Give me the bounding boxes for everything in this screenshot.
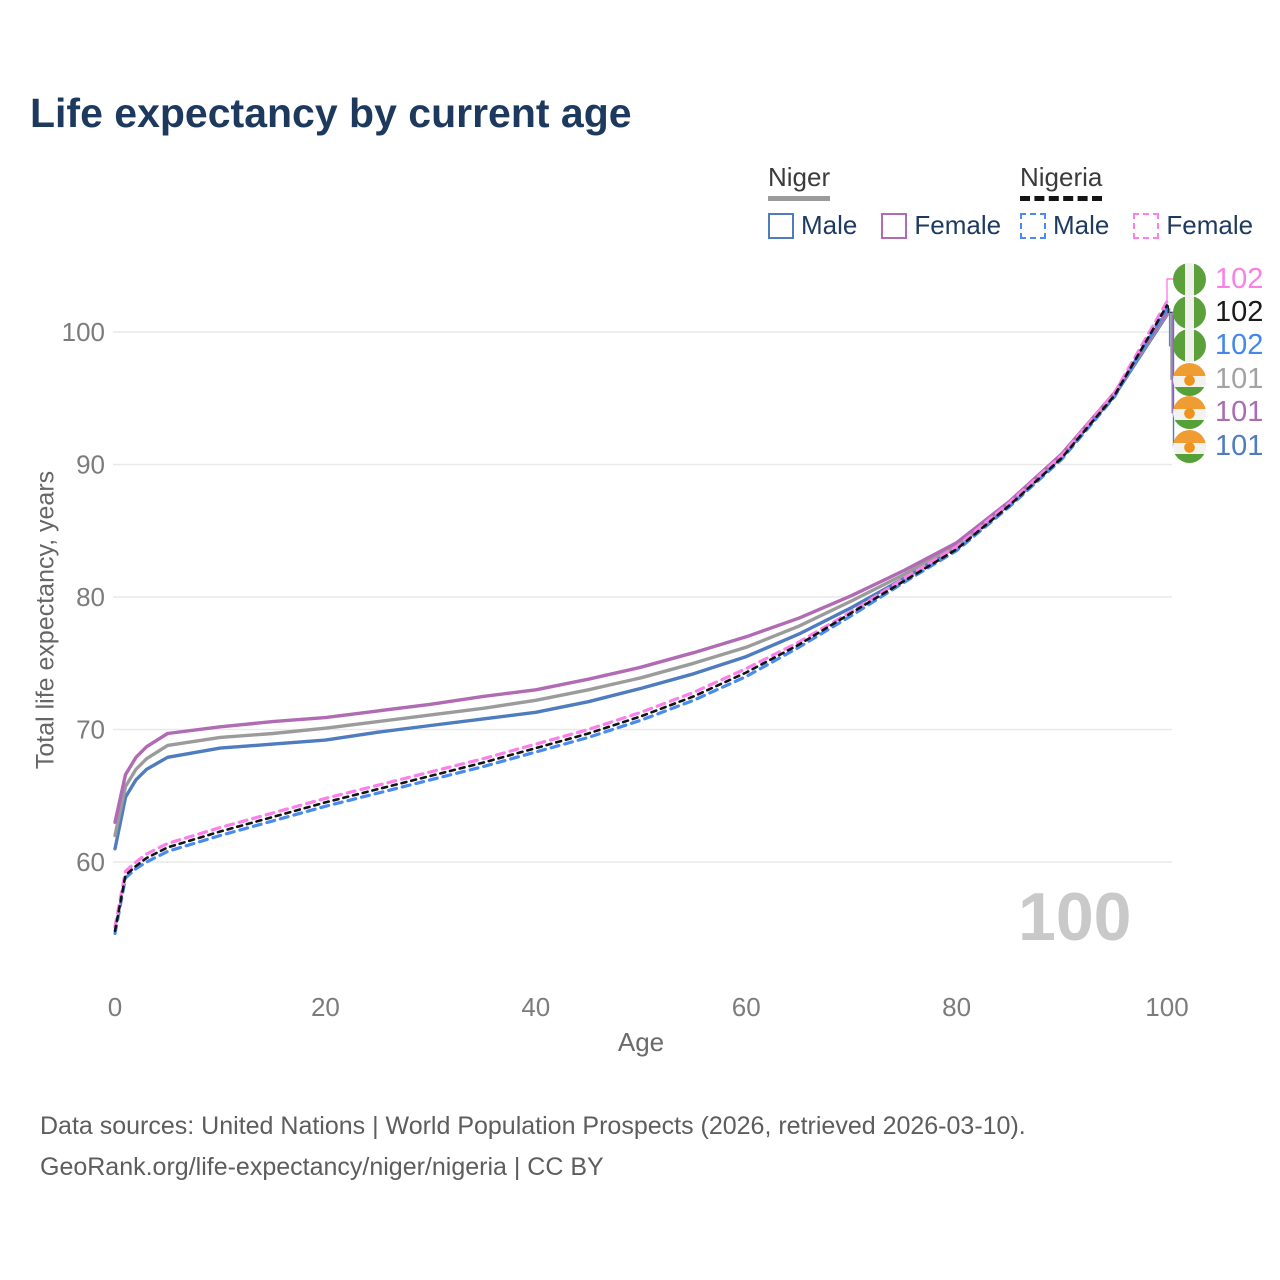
legend-country-niger[interactable]: Niger: [768, 162, 831, 201]
end-label-connector-nigeria-female: [1166, 278, 1180, 302]
legend-group-nigeria: Nigeria Male Female: [1020, 162, 1253, 241]
footer: Data sources: United Nations | World Pop…: [40, 1106, 1026, 1188]
series-line-niger[interactable]: [113, 311, 1169, 838]
y-tick-label: 80: [76, 582, 105, 612]
series-line-niger-male[interactable]: [113, 313, 1169, 851]
niger-male-swatch-icon: [768, 212, 794, 239]
nigeria-total-line-swatch: [1020, 196, 1103, 201]
x-tick-label: 80: [942, 992, 971, 1022]
x-tick-label: 40: [521, 992, 550, 1022]
footer-sources-line: Data sources: United Nations | World Pop…: [40, 1112, 1026, 1140]
legend-item-nigeria-female[interactable]: Female: [1133, 210, 1253, 241]
y-tick-label: 60: [76, 847, 105, 877]
legend-item-niger-female[interactable]: Female: [881, 210, 1001, 241]
page-title: Life expectancy by current age: [30, 90, 632, 136]
nigeria-male-swatch-icon: [1020, 212, 1046, 239]
legend-item-niger-male[interactable]: Male: [768, 210, 857, 241]
niger-female-swatch-icon: [881, 212, 908, 239]
x-tick-label: 60: [732, 992, 761, 1022]
niger-total-line-swatch: [768, 196, 831, 201]
end-label-connector-niger-male: [1172, 314, 1180, 447]
x-tick-label: 0: [108, 992, 122, 1022]
series-line-nigeria-male[interactable]: [113, 306, 1169, 936]
legend-country-nigeria[interactable]: Nigeria: [1020, 162, 1103, 201]
nigeria-female-swatch-icon: [1133, 212, 1160, 239]
legend-group-niger: Niger Male Female: [768, 162, 1001, 241]
x-tick-label: 20: [311, 992, 340, 1022]
legend-items-niger: Male Female: [768, 210, 1001, 241]
hover-age-watermark: 100: [1018, 879, 1132, 955]
legend-label-nigeria-female: Female: [1166, 210, 1254, 240]
y-tick-label: 70: [76, 715, 105, 745]
legend-label-nigeria-male: Male: [1053, 210, 1110, 240]
footer-url-line: GeoRank.org/life-expectancy/niger/nigeri…: [40, 1153, 604, 1181]
legend-items-nigeria: Male Female: [1020, 210, 1253, 241]
legend-label-niger-female: Female: [914, 210, 1002, 240]
legend-label-niger-male: Male: [801, 210, 858, 240]
x-tick-label: 100: [1145, 992, 1188, 1022]
series-line-nigeria-female[interactable]: [113, 299, 1169, 929]
legend-item-nigeria-male[interactable]: Male: [1020, 210, 1109, 241]
y-axis-title: Total life expectancy, years: [31, 470, 60, 770]
x-axis-title: Age: [617, 1027, 665, 1057]
series-line-nigeria[interactable]: [113, 304, 1169, 933]
legend-nigeria-label: Nigeria: [1020, 162, 1103, 192]
legend-niger-label: Niger: [768, 162, 831, 192]
series-line-niger-female[interactable]: [113, 310, 1169, 824]
y-tick-label: 100: [62, 317, 105, 347]
y-tick-label: 90: [76, 450, 105, 480]
